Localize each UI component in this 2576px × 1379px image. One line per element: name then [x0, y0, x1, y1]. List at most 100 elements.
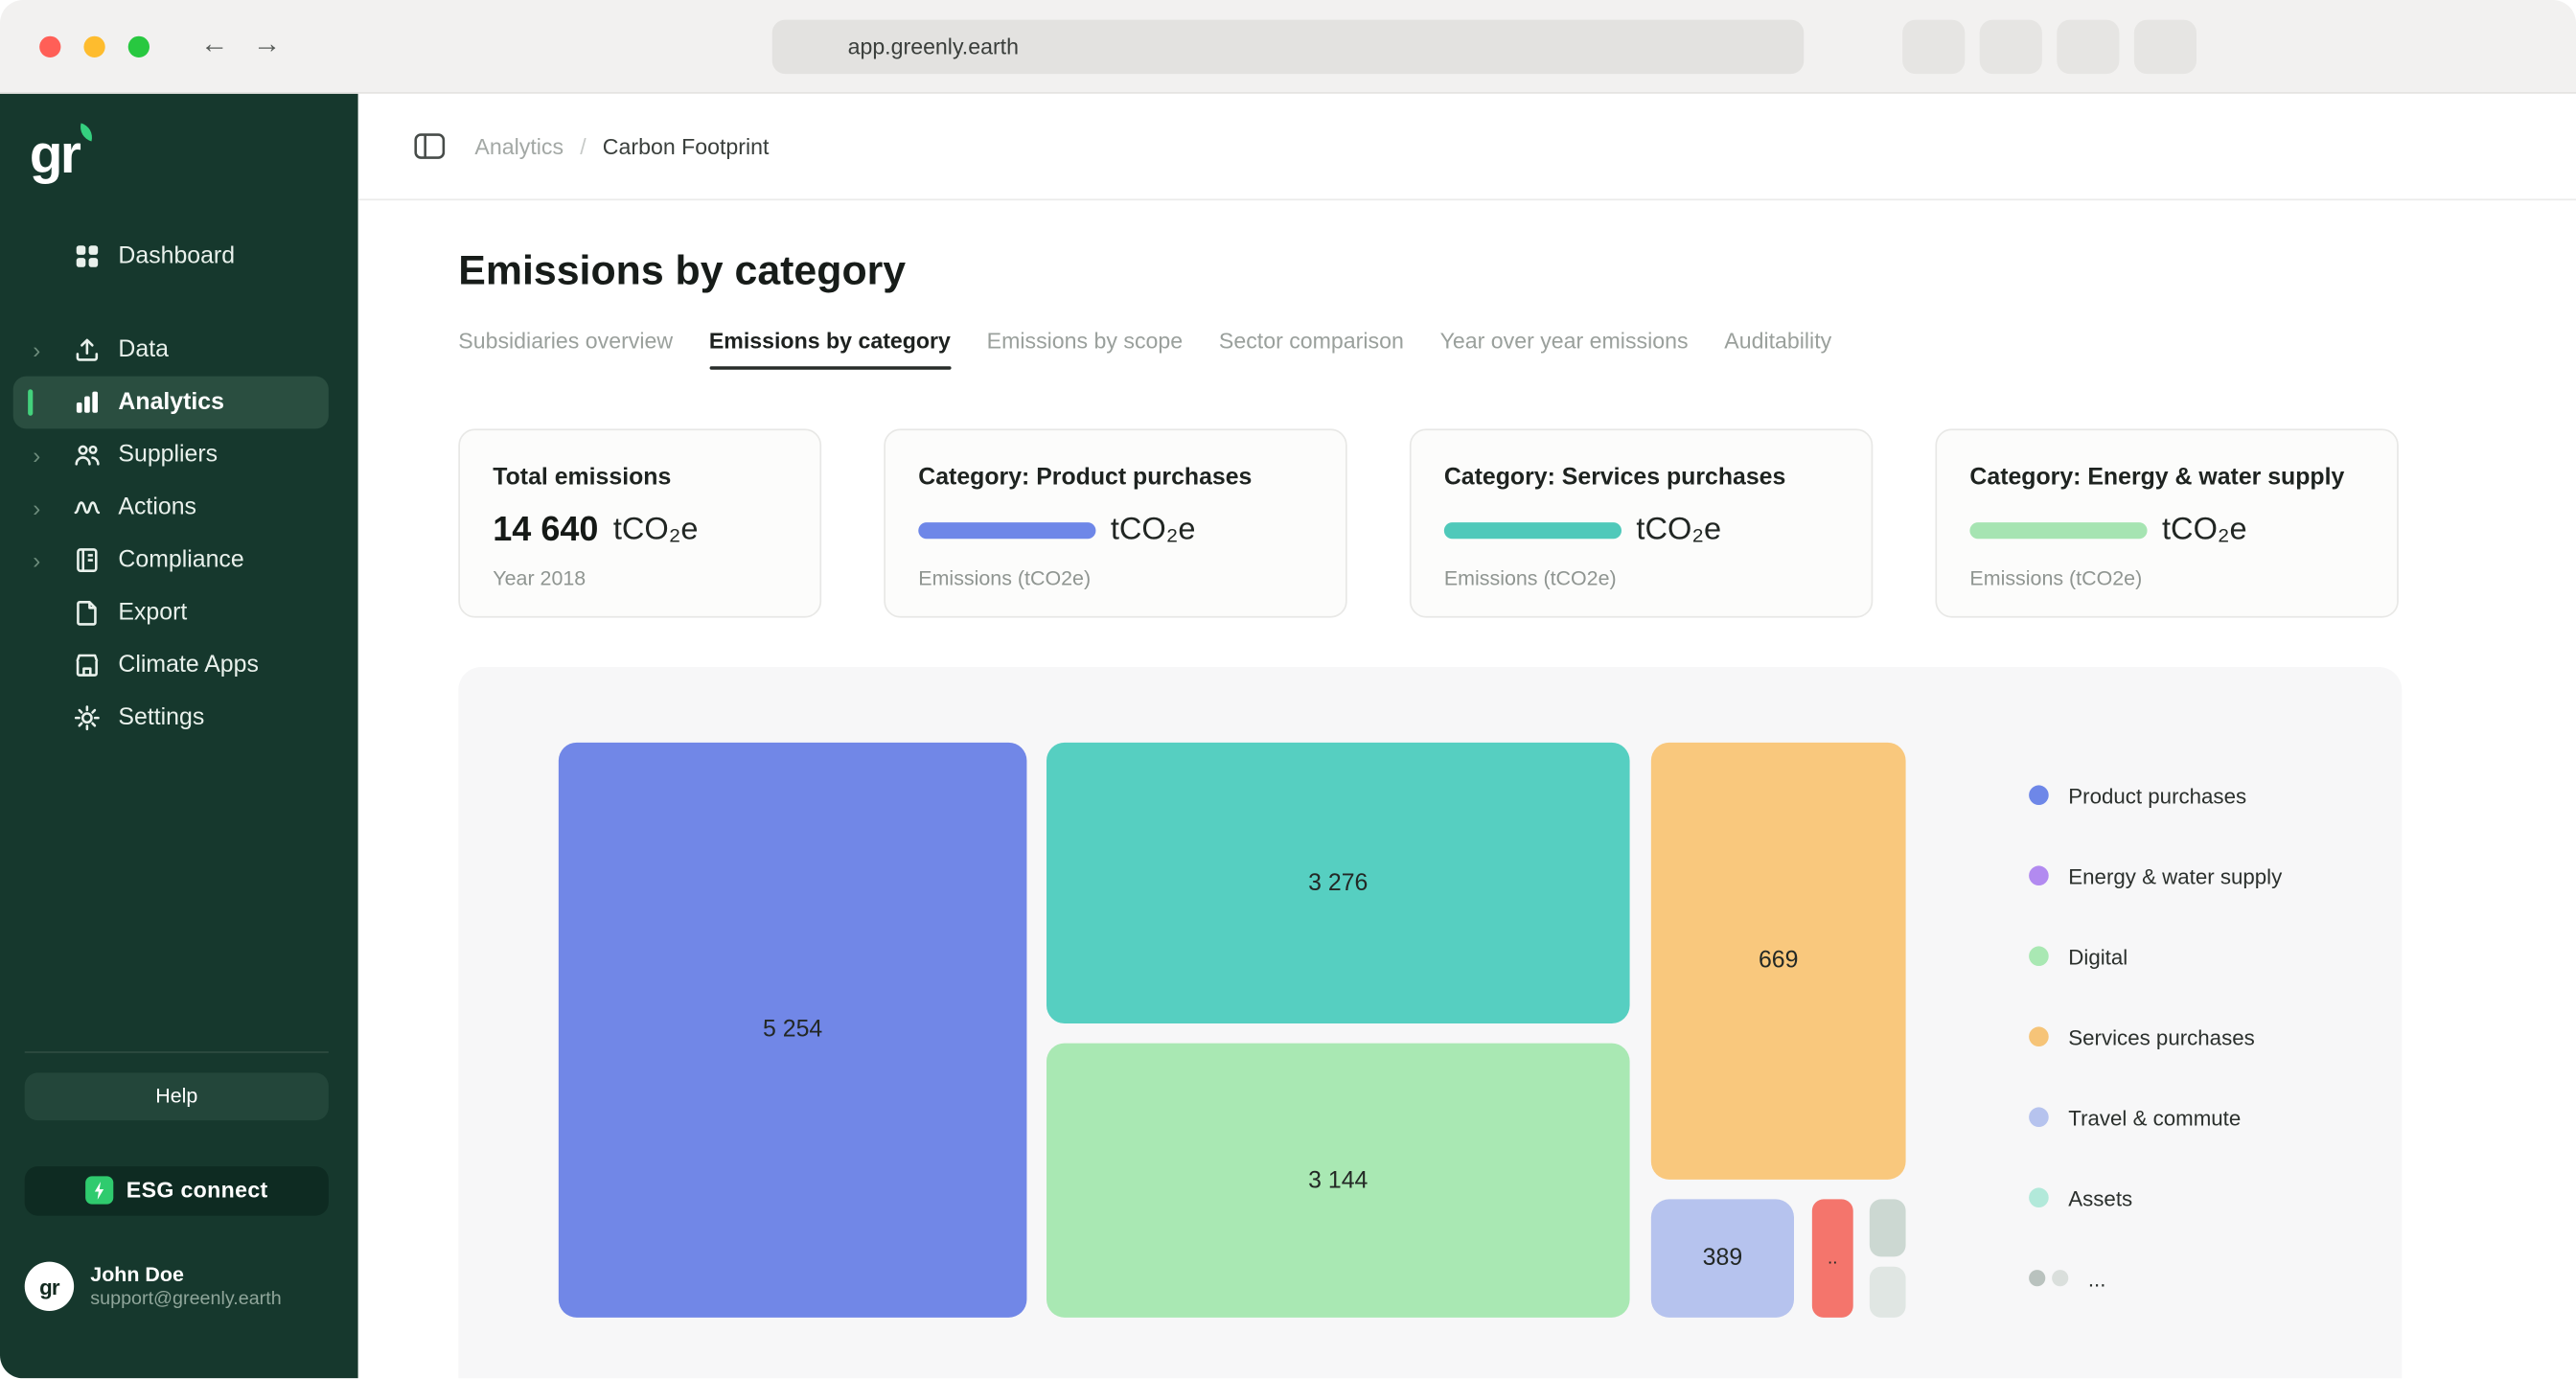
breadcrumb-analytics[interactable]: Analytics: [474, 133, 564, 159]
user-name: John Doe: [90, 1262, 184, 1286]
legend-dot: [2052, 1270, 2069, 1287]
dashboard-icon: [72, 241, 102, 271]
legend-dot: [2029, 865, 2049, 886]
sidebar-item-label: Actions: [118, 494, 196, 521]
legend-item-services-purchases[interactable]: Services purchases: [2029, 1017, 2282, 1056]
treemap-value: 5 254: [763, 1017, 823, 1044]
sidebar-item-label: Climate Apps: [118, 652, 259, 679]
nav-arrows: ← →: [200, 28, 281, 60]
actions-icon: [72, 493, 102, 522]
legend-dot: [2029, 1187, 2049, 1208]
legend-more-dots: [2029, 1270, 2069, 1287]
total-emissions-value: 14 640: [493, 510, 599, 548]
avatar: gr: [24, 1262, 75, 1312]
browser-chrome: ← → app.greenly.earth: [0, 0, 2576, 94]
sidebar-item-label: Export: [118, 599, 188, 627]
browser-toolbar-buttons: [1902, 19, 2197, 75]
close-button[interactable]: [39, 35, 61, 58]
treemap-block[interactable]: 669: [1650, 742, 1906, 1180]
legend-item-travel-commute[interactable]: Travel & commute: [2029, 1097, 2282, 1137]
emissions-unit: tCO₂e: [1636, 512, 1722, 547]
chevron-right-icon: ›: [33, 336, 41, 363]
treemap-value: ..: [1828, 1248, 1838, 1269]
legend-label: ...: [2087, 1265, 2106, 1291]
sidebar-item-suppliers[interactable]: › Suppliers: [13, 428, 329, 481]
sidebar-item-settings[interactable]: Settings: [13, 692, 329, 745]
tab-emissions-by-category[interactable]: Emissions by category: [708, 329, 952, 370]
legend-label: Energy & water supply: [2068, 862, 2283, 888]
legend-item-digital[interactable]: Digital: [2029, 936, 2282, 976]
user-email: support@greenly.earth: [90, 1289, 282, 1310]
toolbar-button[interactable]: [1979, 19, 2042, 75]
treemap-block[interactable]: 3 144: [1046, 1043, 1630, 1318]
card-subtitle: Emissions (tCO2e): [1969, 566, 2143, 590]
legend-item-product-purchases[interactable]: Product purchases: [2029, 775, 2282, 815]
logo-text: gr: [29, 123, 81, 185]
tab-emissions-by-scope[interactable]: Emissions by scope: [986, 328, 1184, 354]
analytics-icon: [72, 388, 102, 418]
esg-badge-label: ESG connect: [126, 1178, 268, 1204]
sidebar-item-export[interactable]: Export: [13, 586, 329, 639]
sidebar-item-dashboard[interactable]: Dashboard: [13, 230, 329, 283]
url-bar[interactable]: app.greenly.earth: [771, 19, 1805, 75]
card-title: Total emissions: [493, 465, 672, 492]
sidebar-item-data[interactable]: › Data: [13, 324, 329, 377]
card-energy-water-supply: Category: Energy & water supply tCO₂e Em…: [1935, 428, 2399, 618]
card-services-purchases: Category: Services purchases tCO₂e Emiss…: [1409, 428, 1874, 618]
breadcrumb-separator: /: [580, 133, 586, 159]
treemap-block[interactable]: 3 276: [1046, 742, 1630, 1024]
user-profile[interactable]: gr John Doe support@greenly.earth: [24, 1261, 329, 1378]
minimize-button[interactable]: [83, 35, 105, 58]
sidebar-item-label: Analytics: [118, 389, 224, 416]
category-color-bar: [1969, 521, 2148, 539]
treemap-value: 669: [1758, 948, 1799, 975]
legend-item-more[interactable]: ...: [2029, 1258, 2282, 1298]
back-icon[interactable]: ←: [200, 28, 229, 59]
esg-connect-badge[interactable]: ESG connect: [24, 1165, 329, 1216]
sidebar: gr Dashboard › Data: [0, 93, 358, 1379]
help-button[interactable]: Help: [24, 1072, 329, 1120]
legend-dot: [2029, 1026, 2049, 1047]
toolbar-button[interactable]: [2057, 19, 2120, 75]
climate-apps-icon: [72, 651, 102, 680]
traffic-lights: [39, 35, 150, 58]
fullscreen-button[interactable]: [127, 35, 150, 58]
leaf-icon: [77, 123, 96, 142]
tab-auditability[interactable]: Auditability: [1724, 328, 1832, 354]
legend-dot: [2029, 1270, 2046, 1287]
sidebar-item-label: Data: [118, 336, 169, 363]
category-color-bar: [918, 521, 1096, 539]
toolbar-button[interactable]: [2133, 19, 2197, 75]
sidebar-toggle-icon[interactable]: [414, 133, 446, 159]
page-title: Emissions by category: [458, 247, 907, 294]
sidebar-item-label: Compliance: [118, 546, 244, 574]
forward-icon[interactable]: →: [253, 28, 282, 59]
sidebar-item-label: Dashboard: [118, 242, 236, 270]
sidebar-item-analytics[interactable]: Analytics: [12, 376, 329, 429]
card-total-emissions: Total emissions 14 640 tCO₂e Year 2018: [458, 428, 822, 618]
treemap-block[interactable]: 389: [1650, 1199, 1795, 1318]
legend-item-energy-water-supply[interactable]: Energy & water supply: [2029, 856, 2282, 895]
esg-lightning-icon: [84, 1176, 114, 1206]
app-logo[interactable]: gr: [29, 123, 96, 185]
active-indicator: [28, 389, 34, 416]
sidebar-item-climate-apps[interactable]: Climate Apps: [13, 639, 329, 692]
sidebar-nav: Dashboard › Data Analytics: [0, 230, 358, 745]
treemap-block[interactable]: [1869, 1266, 1906, 1318]
toolbar-button[interactable]: [1902, 19, 1966, 75]
tab-subsidiaries-overview[interactable]: Subsidiaries overview: [458, 328, 674, 354]
legend-dot: [2029, 785, 2049, 806]
treemap-block[interactable]: ..: [1811, 1199, 1853, 1318]
tab-sector-comparison[interactable]: Sector comparison: [1218, 328, 1404, 354]
legend-item-assets[interactable]: Assets: [2029, 1178, 2282, 1217]
emissions-unit: tCO₂e: [2162, 512, 2247, 547]
treemap-block[interactable]: [1869, 1199, 1906, 1257]
main-content: Analytics / Carbon Footprint Emissions b…: [357, 93, 2576, 1379]
compliance-icon: [72, 545, 102, 575]
sidebar-item-actions[interactable]: › Actions: [13, 481, 329, 534]
treemap-block[interactable]: 5 254: [558, 742, 1027, 1318]
tab-year-over-year-emissions[interactable]: Year over year emissions: [1439, 328, 1689, 354]
sidebar-bottom: Help ESG connect gr John Doe support@gre…: [0, 1050, 358, 1378]
sidebar-item-compliance[interactable]: › Compliance: [13, 534, 329, 586]
legend-label: Services purchases: [2068, 1023, 2255, 1049]
